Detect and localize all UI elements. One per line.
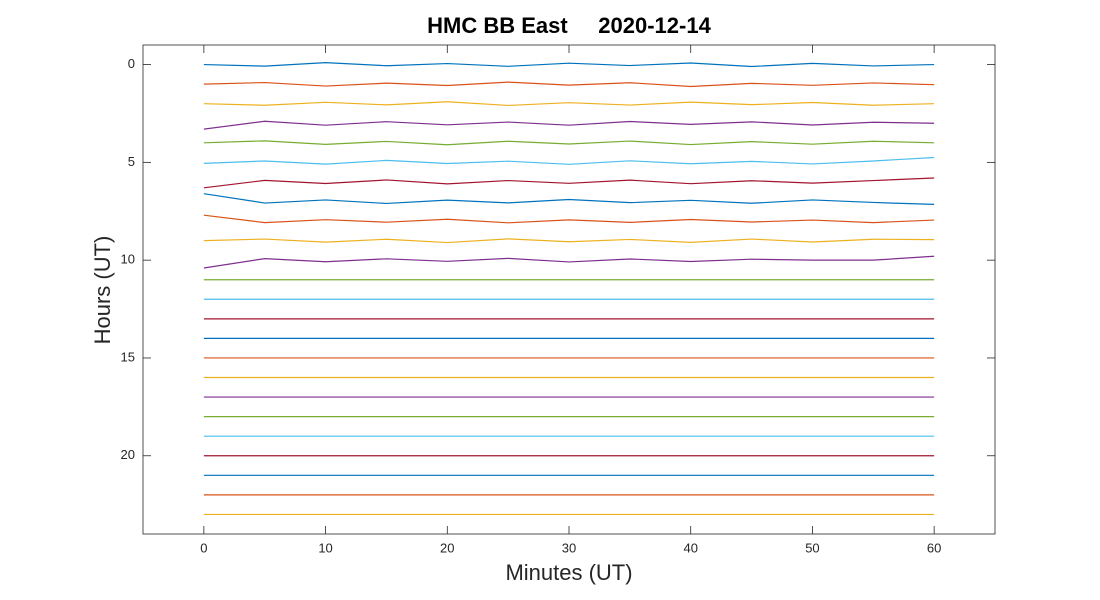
x-axis-label: Minutes (UT) [505,560,632,585]
trace [203,62,935,68]
y-tick-label: 5 [128,154,135,169]
trace [203,120,935,130]
trace [203,140,935,146]
trace [203,81,935,88]
trace [203,255,935,269]
x-tick-label: 0 [200,540,207,555]
trace [203,101,935,107]
x-tick-label: 30 [562,540,576,555]
x-tick-label: 50 [805,540,819,555]
y-tick-label: 10 [121,252,135,267]
trace [203,214,935,224]
chart-title: HMC BB East 2020-12-14 [427,13,711,38]
y-tick-label: 20 [121,447,135,462]
trace [203,177,935,189]
y-tick-label: 15 [121,349,135,364]
trace [203,156,935,165]
trace [203,238,935,244]
y-tick-label: 0 [128,56,135,71]
y-axis-label: Hours (UT) [90,236,115,345]
x-tick-label: 40 [683,540,697,555]
x-tick-label: 60 [927,540,941,555]
x-tick-label: 10 [318,540,332,555]
x-tick-label: 20 [440,540,454,555]
trace [203,193,935,206]
